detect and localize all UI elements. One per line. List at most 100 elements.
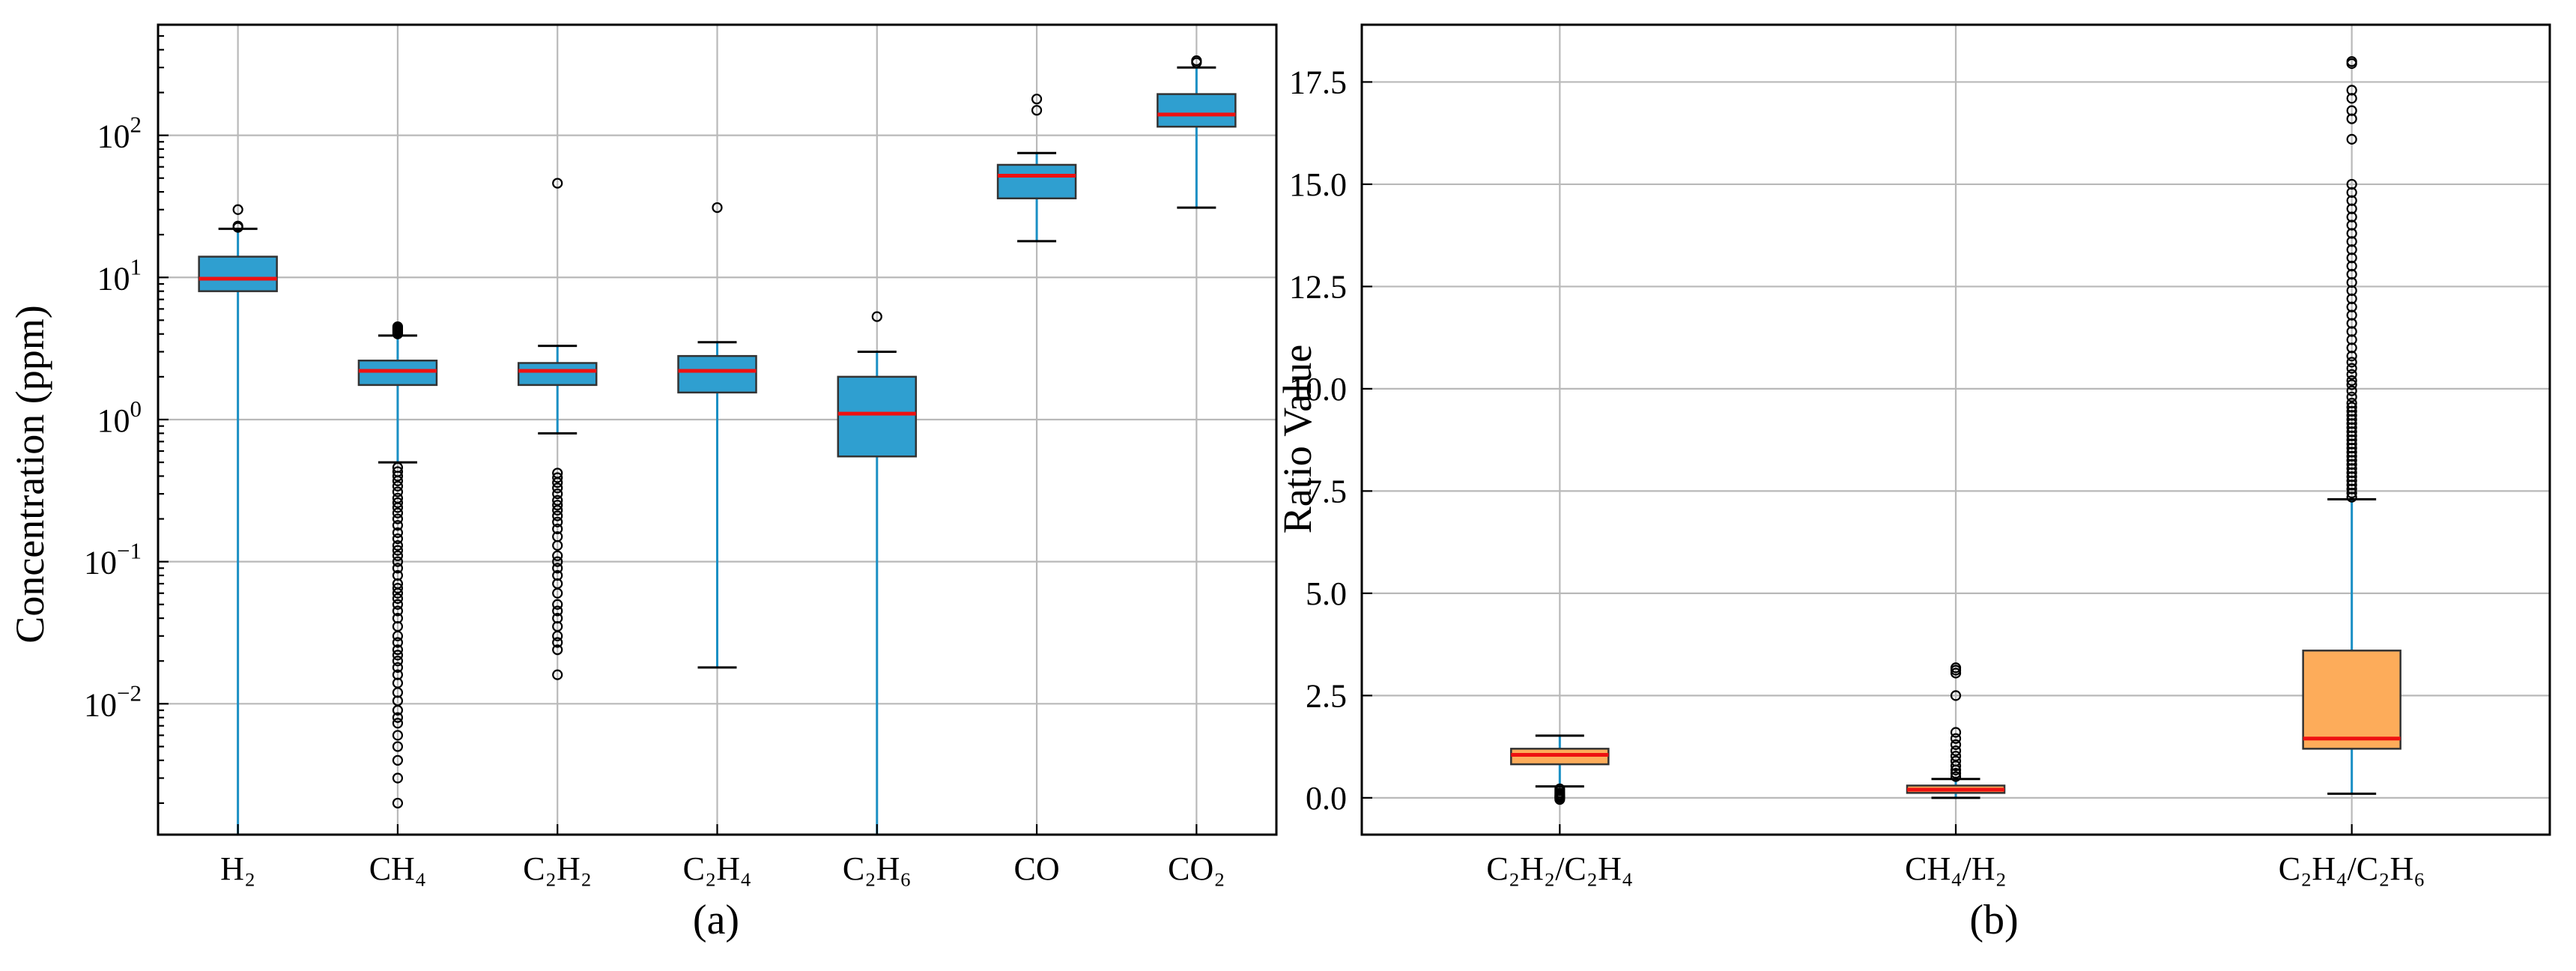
panel-b-ytick-label: 12.5 xyxy=(1289,268,1347,305)
panel-a-outlier-point xyxy=(392,605,404,617)
panel-a-outlier-point xyxy=(392,539,404,551)
panel-b-outlier-point xyxy=(2346,85,2357,96)
panel-b-outlier-point xyxy=(1950,662,1962,674)
panel-a-outlier-point xyxy=(392,563,404,574)
panel-a-outlier-point xyxy=(392,520,404,531)
panel-a-xtick-label-ch4: CH₄ xyxy=(369,850,426,887)
panel-b-outlier-point xyxy=(2346,357,2357,368)
panel-a-outlier-point xyxy=(392,730,404,741)
panel-a-ytick-exponent: −1 xyxy=(117,538,142,564)
panel-a-xtick-label-h2: H₂ xyxy=(220,850,255,887)
panel-a-outlier-point xyxy=(232,220,243,232)
panel-a-outlier-point xyxy=(392,533,404,545)
panel-a-box-group-c2h2 xyxy=(517,178,598,680)
panel-b-outlier-point xyxy=(1950,768,1962,779)
panel-a-outlier-point xyxy=(392,599,404,610)
panel-b-outlier-point xyxy=(2346,369,2357,380)
panel-a-outlier-point xyxy=(392,754,404,766)
panel-a-outlier-point xyxy=(552,669,563,680)
panel-b-outlier-point xyxy=(2346,391,2357,402)
panel-a-ytick-exponent: 1 xyxy=(130,253,142,279)
panel-a-outlier-point xyxy=(392,471,404,482)
panel-a-box-group-h2 xyxy=(198,204,278,835)
panel-a-outlier-point xyxy=(871,311,882,322)
panel-b-box-group-c2h2-over-c2h4 xyxy=(1510,734,1610,805)
panel-a-outlier-point xyxy=(552,644,563,656)
panel-a-outlier-point xyxy=(392,502,404,513)
panel-a-outlier-point xyxy=(552,550,563,561)
panel-b-outlier-point xyxy=(1554,793,1566,805)
panel-a-outlier-point xyxy=(392,704,404,716)
panel-b-outlier-point xyxy=(1950,771,1962,782)
panel-a-outlier-point xyxy=(392,507,404,518)
panel-a-outlier-point xyxy=(392,656,404,667)
panel-b-ytick-label: 2.5 xyxy=(1306,677,1347,714)
panel-b-box-group-c2h4-over-c2h6 xyxy=(2302,56,2401,795)
panel-a-outlier-point xyxy=(1031,105,1043,116)
panel-a-outlier-point xyxy=(552,500,563,511)
panel-b-label: (b) xyxy=(1969,897,2018,943)
panel-a-box-group-ch4 xyxy=(357,321,438,809)
panel-b-ytick-label: 10.0 xyxy=(1289,371,1347,408)
panel-a-outlier-point xyxy=(392,497,404,509)
panel-a-outlier-point xyxy=(392,644,404,656)
panel-a-outlier-point xyxy=(552,477,563,488)
panel-a-box xyxy=(1157,93,1237,128)
panel-a-outlier-point xyxy=(392,321,404,333)
panel-a-outlier-point xyxy=(392,741,404,752)
panel-a-xtick-label-co: CO xyxy=(1014,850,1060,887)
panel-a-outlier-point xyxy=(552,472,563,483)
panel-a-outlier-point xyxy=(392,550,404,561)
panel-a-xtick-label-c2h6: C₂H₆ xyxy=(843,850,912,887)
panel-a-xtick-label-co2: CO₂ xyxy=(1168,850,1225,887)
panel-a-outlier-point xyxy=(552,539,563,551)
panel-b-outlier-point xyxy=(1950,755,1962,766)
panel-a-outlier-point xyxy=(392,556,404,567)
panel-b-outlier-point xyxy=(1950,739,1962,750)
panel-a-outlier-point xyxy=(392,486,404,497)
panel-a-outlier-point xyxy=(392,718,404,729)
panel-a-ytick-exponent: −2 xyxy=(117,680,142,706)
panel-b-outlier-point xyxy=(1950,690,1962,701)
panel-a-outlier-point xyxy=(552,563,563,574)
panel-a-outlier-point xyxy=(552,178,563,189)
panel-b-outlier-point xyxy=(2346,402,2357,413)
panel-a-outlier-point xyxy=(392,545,404,556)
panel-b-outlier-point xyxy=(1950,751,1962,762)
panel-b-ytick-label: 5.0 xyxy=(1306,575,1347,612)
panel-a-outlier-point xyxy=(392,475,404,486)
panel-a-box-group-co2 xyxy=(1157,55,1237,209)
panel-a-box xyxy=(357,360,438,387)
panel-a-outlier-point xyxy=(392,797,404,809)
panel-a-ytick-label: 101 xyxy=(97,253,142,297)
panel-b-outlier-point xyxy=(1950,745,1962,757)
panel-b-outlier-point xyxy=(2346,105,2357,116)
panel-a-ylabel: Concentration (ppm) xyxy=(7,305,52,643)
panel-a-outlier-point xyxy=(1191,55,1202,67)
panel-a-box-group-c2h4 xyxy=(677,202,757,669)
panel-a-ytick-label: 100 xyxy=(97,396,142,439)
panel-a-outlier-point xyxy=(552,587,563,599)
panel-b-outlier-point xyxy=(2346,178,2357,190)
panel-b-ylabel: Ratio Value xyxy=(1275,345,1320,533)
panel-a-ytick-label: 10−2 xyxy=(84,680,142,723)
panel-a-outlier-point xyxy=(552,504,563,516)
panel-b-outlier-point xyxy=(2346,375,2357,387)
panel-a-outlier-point xyxy=(392,712,404,723)
panel-a-outlier-point xyxy=(392,650,404,661)
panel-b-ratio-boxplot: 0.0 2.5 5.0 7.5 10.0 12.5 15.0 17.5 C₂H₂/C₂H₄ CH₄… xyxy=(1275,23,2551,943)
panel-a-xtick-label-c2h2: C₂H₂ xyxy=(523,850,592,887)
panel-a-outlier-point xyxy=(392,480,404,491)
panel-b-ytick-label: 0.0 xyxy=(1306,780,1347,817)
panel-b-outlier-point xyxy=(1950,760,1962,772)
panel-b-outlier-point xyxy=(2346,133,2357,145)
panel-a-outlier-point xyxy=(552,516,563,527)
panel-a-box xyxy=(837,375,918,458)
panel-b-outlier-point xyxy=(2346,385,2357,396)
panel-a-outlier-point xyxy=(552,510,563,521)
panel-a-outlier-point xyxy=(552,599,563,610)
panel-a-box xyxy=(677,354,757,394)
panel-b-outlier-point xyxy=(2346,379,2357,390)
panel-a-outlier-point xyxy=(392,527,404,539)
panel-a-box xyxy=(517,362,598,387)
